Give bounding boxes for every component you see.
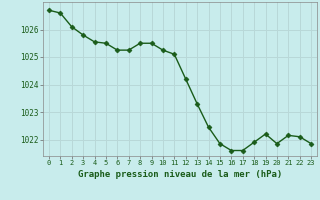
X-axis label: Graphe pression niveau de la mer (hPa): Graphe pression niveau de la mer (hPa) [78,170,282,179]
